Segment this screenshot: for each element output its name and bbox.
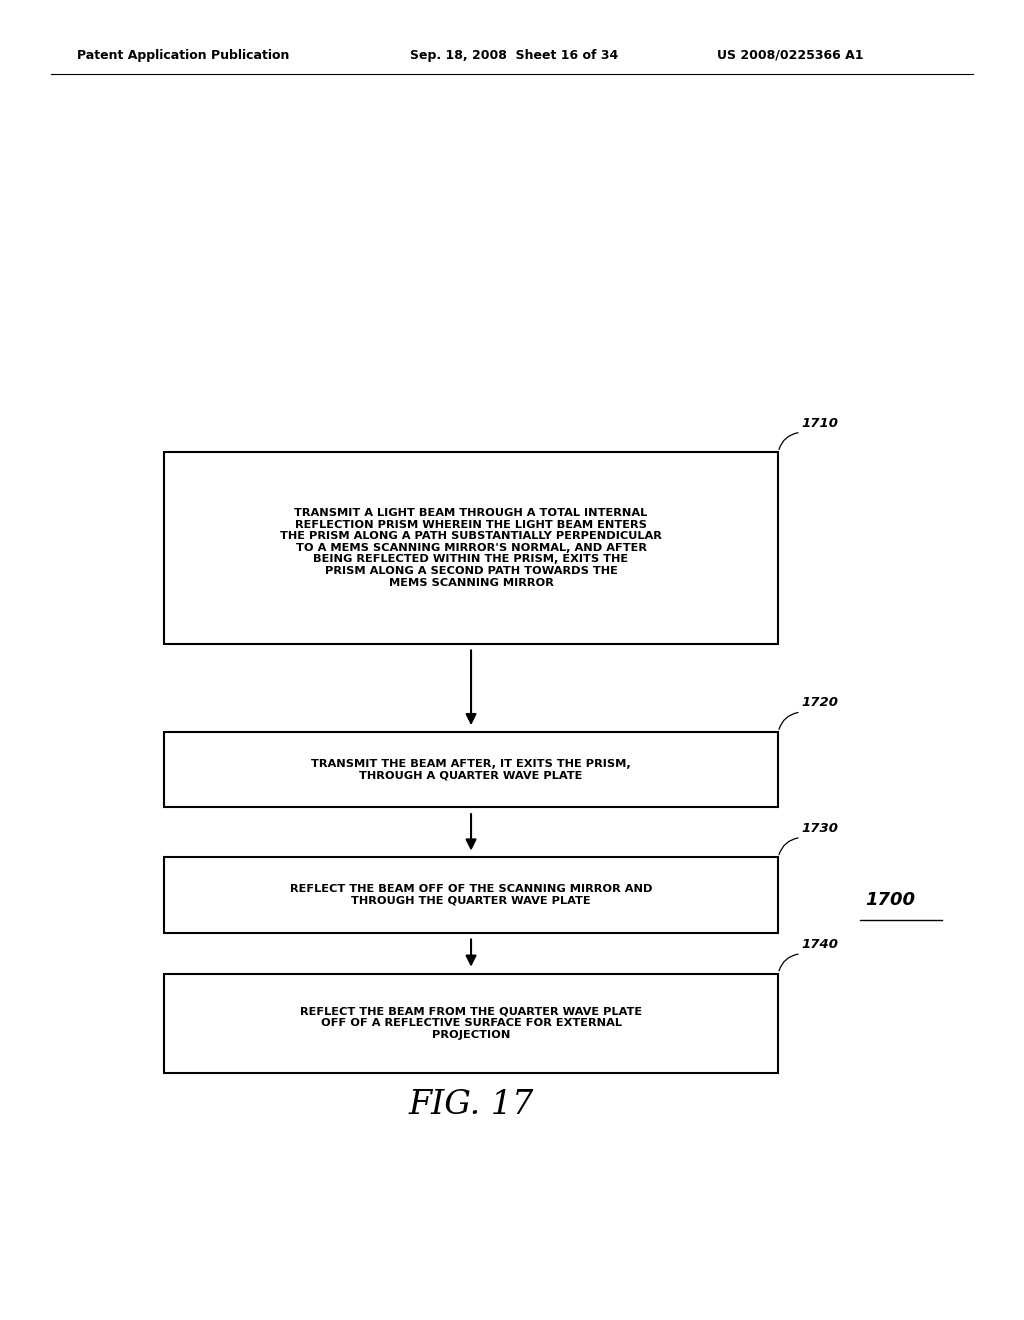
Text: 1710: 1710	[802, 417, 839, 430]
Text: TRANSMIT THE BEAM AFTER, IT EXITS THE PRISM,
THROUGH A QUARTER WAVE PLATE: TRANSMIT THE BEAM AFTER, IT EXITS THE PR…	[311, 759, 631, 780]
Text: REFLECT THE BEAM FROM THE QUARTER WAVE PLATE
OFF OF A REFLECTIVE SURFACE FOR EXT: REFLECT THE BEAM FROM THE QUARTER WAVE P…	[300, 1006, 642, 1040]
Bar	[164, 858, 778, 933]
Text: TRANSMIT A LIGHT BEAM THROUGH A TOTAL INTERNAL
REFLECTION PRISM WHEREIN THE LIGH: TRANSMIT A LIGHT BEAM THROUGH A TOTAL IN…	[281, 508, 662, 587]
Text: Patent Application Publication: Patent Application Publication	[77, 49, 289, 62]
Text: 1730: 1730	[802, 822, 839, 836]
Text: 1740: 1740	[802, 939, 839, 950]
Text: Sep. 18, 2008  Sheet 16 of 34: Sep. 18, 2008 Sheet 16 of 34	[410, 49, 617, 62]
Text: US 2008/0225366 A1: US 2008/0225366 A1	[717, 49, 863, 62]
Bar	[164, 731, 778, 807]
Text: 1700: 1700	[865, 891, 915, 909]
Text: 1720: 1720	[802, 697, 839, 709]
Text: REFLECT THE BEAM OFF OF THE SCANNING MIRROR AND
THROUGH THE QUARTER WAVE PLATE: REFLECT THE BEAM OFF OF THE SCANNING MIR…	[290, 884, 652, 906]
Text: FIG. 17: FIG. 17	[409, 1089, 534, 1121]
Bar	[164, 453, 778, 644]
Bar	[164, 974, 778, 1072]
